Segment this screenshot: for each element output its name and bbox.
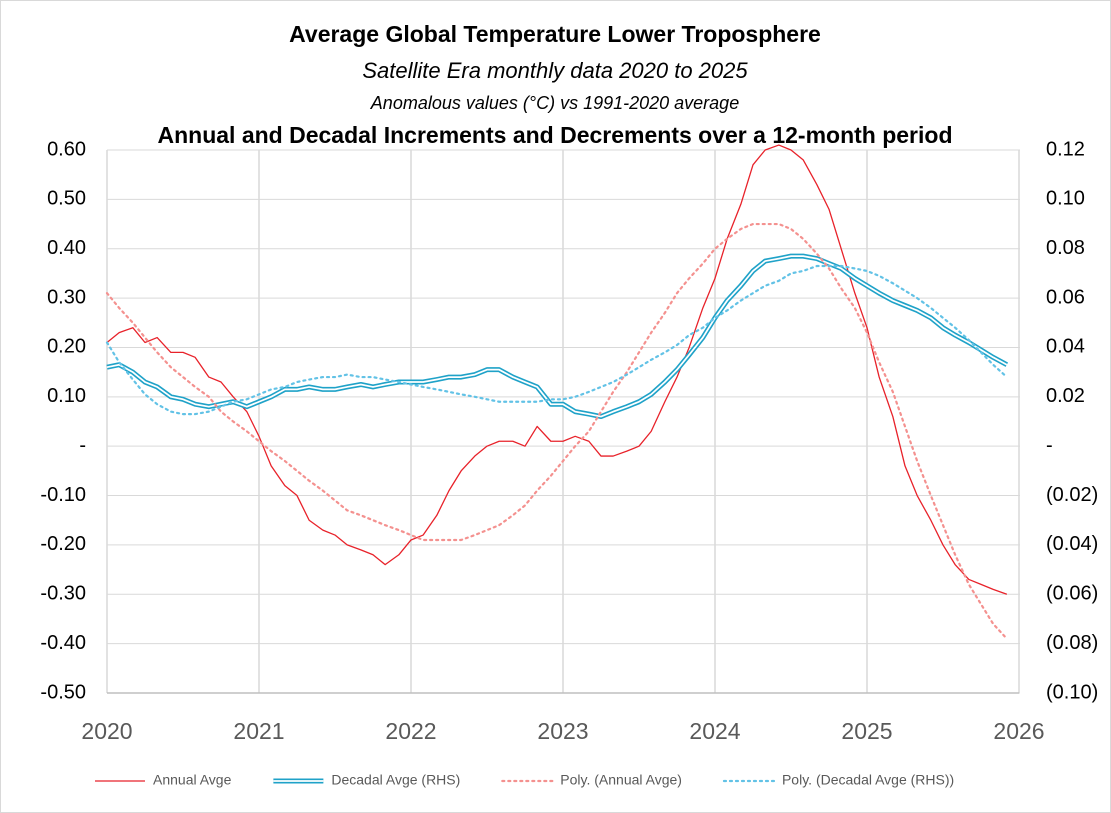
y2-tick-label: - [1046, 434, 1053, 456]
y2-tick-label: (0.10) [1046, 681, 1098, 703]
legend-label: Poly. (Decadal Avge (RHS)) [782, 772, 954, 788]
y2-tick-label: (0.06) [1046, 583, 1098, 605]
x-tick-label: 2025 [841, 718, 892, 744]
y2-tick-label: (0.04) [1046, 533, 1098, 555]
legend: Annual Avge Decadal Avge (RHS) Poly. (Annu… [95, 772, 954, 788]
y2-tick-label: (0.08) [1046, 632, 1098, 654]
line [106, 144, 1008, 595]
plot-area [105, 144, 1009, 640]
y-tick-label: 0.30 [47, 286, 86, 308]
x-tick-label: 2022 [385, 718, 436, 744]
y-tick-label: -0.10 [40, 484, 86, 506]
y2-tick-label: 0.10 [1046, 188, 1085, 210]
chart-title: Average Global Temperature Lower Troposp… [289, 21, 821, 47]
y2-tick-label: 0.02 [1046, 385, 1085, 407]
x-tick-label: 2020 [81, 718, 132, 744]
x-tick-label: 2024 [689, 718, 740, 744]
y-tick-label: 0.20 [47, 336, 86, 358]
y-tick-label: - [79, 434, 86, 456]
legend-label: Annual Avge [153, 772, 232, 788]
y-tick-label: 0.10 [47, 385, 86, 407]
chart-subtitle: Anomalous values (°C) vs 1991-2020 avera… [370, 93, 739, 113]
grid: 0.600.500.400.300.200.10--0.10-0.20-0.30… [40, 138, 1098, 744]
y-tick-label: 0.40 [47, 237, 86, 259]
y2-tick-label: (0.02) [1046, 484, 1098, 506]
y-tick-label: 0.60 [47, 138, 86, 160]
y-tick-label: -0.40 [40, 632, 86, 654]
line-inner [106, 255, 1008, 418]
x-tick-label: 2026 [993, 718, 1044, 744]
line [105, 222, 1008, 640]
y2-tick-label: 0.12 [1046, 138, 1085, 160]
y2-tick-label: 0.08 [1046, 237, 1085, 259]
legend-label: Poly. (Annual Avge) [560, 772, 682, 788]
y2-tick-label: 0.04 [1046, 336, 1085, 358]
chart-heading: Annual and Decadal Increments and Decrem… [158, 122, 953, 148]
x-tick-label: 2021 [233, 718, 284, 744]
chart-subtitle: Satellite Era monthly data 2020 to 2025 [362, 58, 748, 83]
y-tick-label: -0.50 [40, 681, 86, 703]
y2-tick-label: 0.06 [1046, 286, 1085, 308]
y-tick-label: -0.30 [40, 583, 86, 605]
line [105, 264, 1008, 416]
x-tick-label: 2023 [537, 718, 588, 744]
y-tick-label: 0.50 [47, 188, 86, 210]
y-tick-label: -0.20 [40, 533, 86, 555]
legend-label: Decadal Avge (RHS) [331, 772, 460, 788]
